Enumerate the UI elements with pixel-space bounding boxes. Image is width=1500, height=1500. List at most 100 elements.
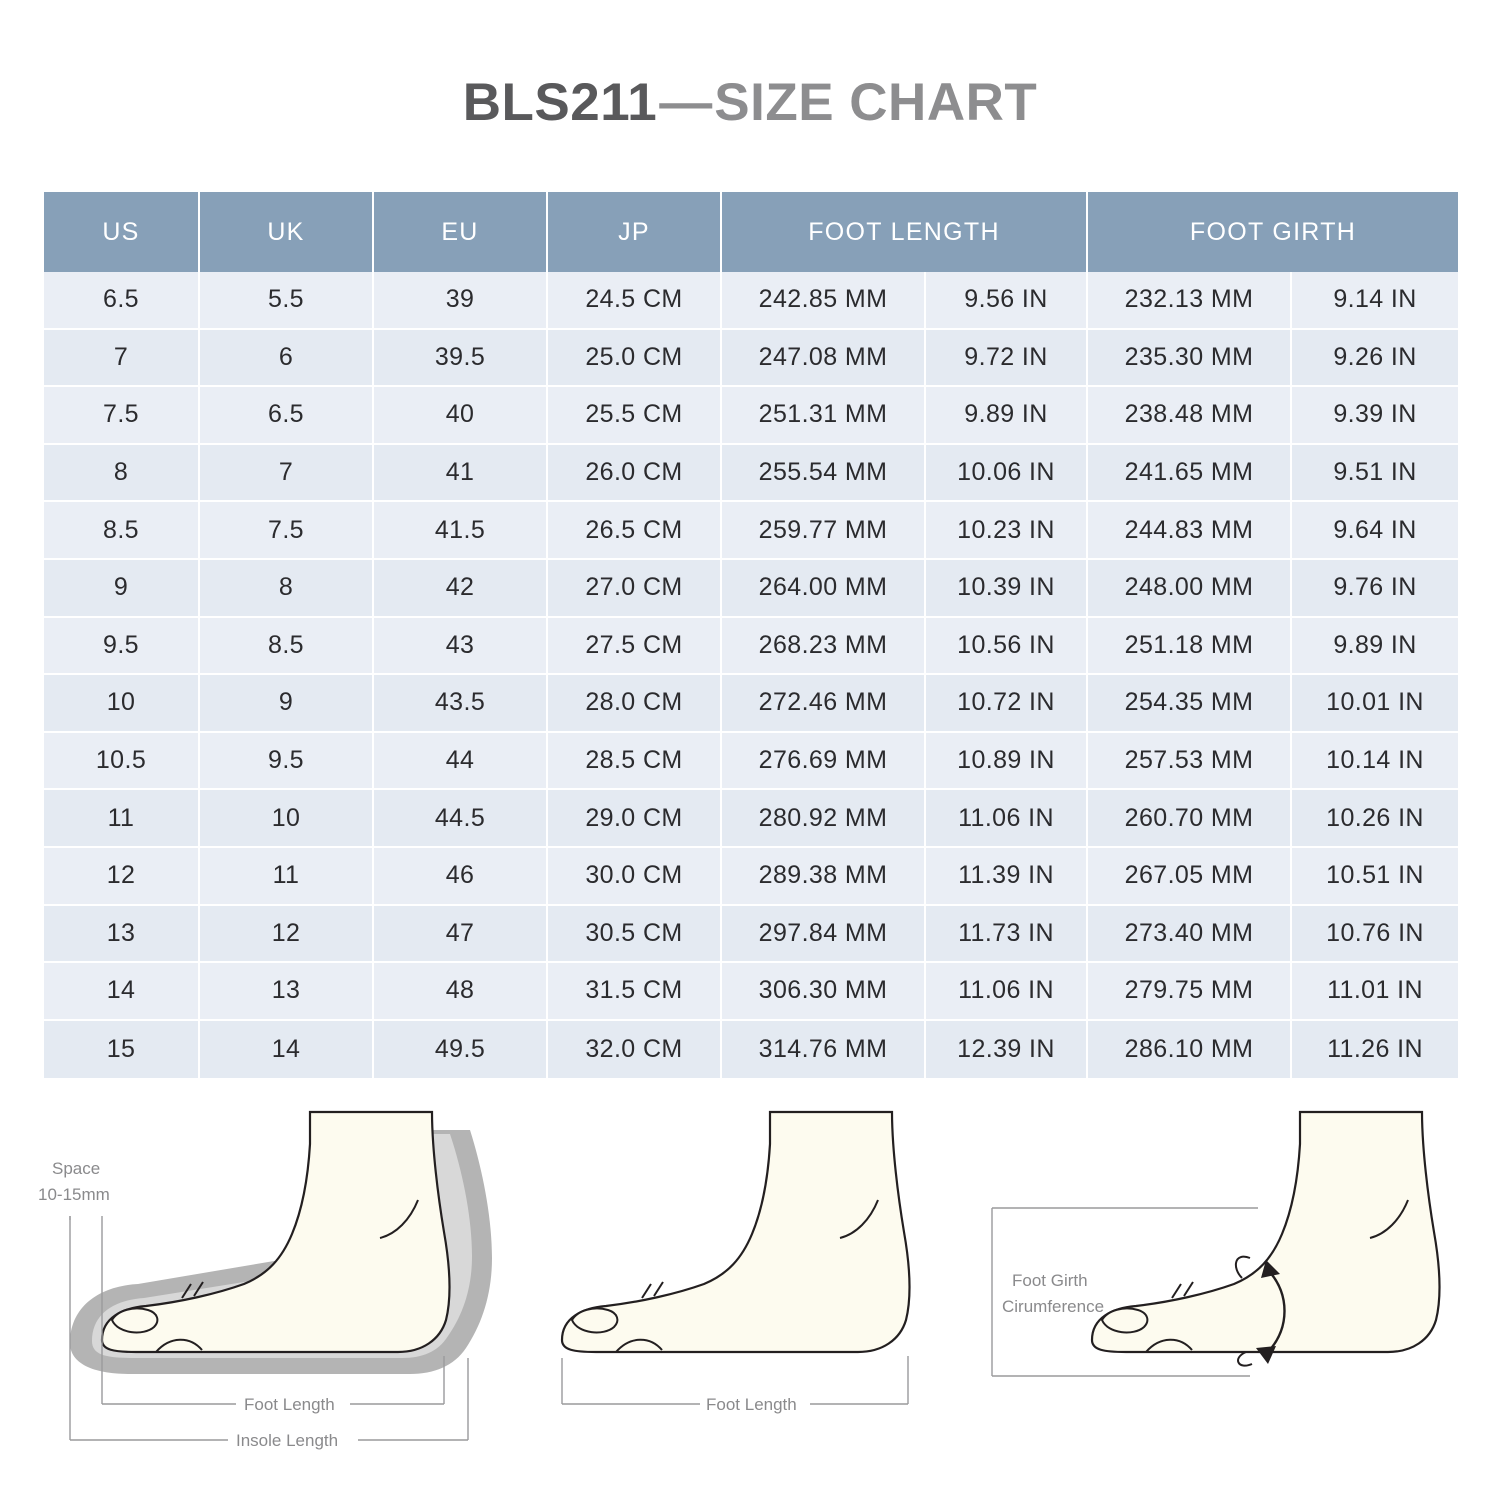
table-cell: 279.75 MM [1088, 963, 1293, 1021]
toe-crease-1 [181, 1283, 192, 1299]
table-cell: 41.5 [374, 502, 548, 560]
table-cell: 8.5 [44, 502, 200, 560]
girth-measure-loop [1234, 1255, 1286, 1367]
table-cell: 10.51 IN [1292, 847, 1459, 906]
diagram-foot-length: Foot Length [530, 1108, 980, 1500]
ankle-crease [839, 1199, 879, 1239]
toe-crease-1 [1171, 1283, 1182, 1299]
table-row: 9 8 42 27.0 CM 264.00 MM 10.39 IN 248.00 MM 9.7… [44, 559, 1459, 618]
table-cell: 26.0 CM [548, 444, 722, 503]
table-row: 15 14 49.5 32.0 CM 314.76 MM 12.39 IN 286.10 M… [44, 1020, 1459, 1079]
column-header-us: US [44, 192, 200, 272]
table-cell: 11.01 IN [1292, 963, 1459, 1021]
table-cell: 28.5 CM [548, 732, 722, 791]
table-cell: 248.00 MM [1088, 559, 1293, 618]
table-cell: 15 [44, 1020, 200, 1079]
diagram-foot-girth: Foot Girth Cirumference [950, 1108, 1480, 1500]
big-toe-nail [110, 1307, 159, 1334]
column-header-uk: UK [200, 192, 374, 272]
table-cell: 10.23 IN [926, 502, 1089, 560]
table-cell: 11.06 IN [926, 963, 1089, 1021]
table-cell: 10.39 IN [926, 559, 1089, 618]
table-cell: 10.14 IN [1292, 732, 1459, 791]
table-cell: 10.72 IN [926, 675, 1089, 733]
table-row: 6.5 5.5 39 24.5 CM 242.85 MM 9.56 IN 232.13 MM… [44, 272, 1459, 330]
table-cell: 10 [200, 790, 374, 848]
small-toes-curve [1145, 1338, 1193, 1353]
dimension-lines [69, 1216, 469, 1441]
table-cell: 314.76 MM [722, 1020, 926, 1079]
ankle-crease [379, 1199, 419, 1239]
label-insole-length: Insole Length [236, 1431, 338, 1450]
table-cell: 9.5 [200, 732, 374, 791]
size-table-wrapper: US UK EU JP FOOT LENGTH FOOT GIRTH 6.5 5.… [44, 192, 1459, 1079]
table-cell: 235.30 MM [1088, 329, 1293, 388]
table-row: 14 13 48 31.5 CM 306.30 MM 11.06 IN 279.75 MM 1… [44, 963, 1459, 1021]
table-row: 9.5 8.5 43 27.5 CM 268.23 MM 10.56 IN 251.18 M… [44, 617, 1459, 676]
small-toes-curve [155, 1338, 203, 1353]
table-cell: 10.5 [44, 732, 200, 791]
page-title-label: SIZE CHART [714, 73, 1038, 132]
table-cell: 25.0 CM [548, 329, 722, 388]
table-row: 12 11 46 30.0 CM 289.38 MM 11.39 IN 267.05 MM 1… [44, 847, 1459, 906]
table-cell: 41 [374, 444, 548, 503]
table-cell: 14 [200, 1020, 374, 1079]
table-cell: 251.31 MM [722, 387, 926, 445]
table-cell: 272.46 MM [722, 675, 926, 733]
table-cell: 24.5 CM [548, 272, 722, 330]
foot-silhouette [100, 1110, 451, 1354]
table-cell: 238.48 MM [1088, 387, 1293, 445]
table-cell: 30.0 CM [548, 847, 722, 906]
table-cell: 13 [200, 963, 374, 1021]
size-table-body: 6.5 5.5 39 24.5 CM 242.85 MM 9.56 IN 232.13 MM… [44, 272, 1459, 1079]
table-cell: 10 [44, 675, 200, 733]
table-row: 8.5 7.5 41.5 26.5 CM 259.77 MM 10.23 IN 244.83… [44, 502, 1459, 560]
label-foot-length: Foot Length [706, 1395, 797, 1414]
table-cell: 47 [374, 905, 548, 964]
table-cell: 10.76 IN [1292, 905, 1459, 964]
table-cell: 11 [44, 790, 200, 848]
table-cell: 9.64 IN [1292, 502, 1459, 560]
table-cell: 14 [44, 963, 200, 1021]
foot-illustration [100, 1110, 451, 1354]
table-cell: 280.92 MM [722, 790, 926, 848]
page-title: BLS211—SIZE CHART [0, 72, 1500, 133]
table-cell: 10.89 IN [926, 732, 1089, 791]
toe-crease-2 [653, 1281, 664, 1297]
table-cell: 268.23 MM [722, 617, 926, 676]
table-cell: 242.85 MM [722, 272, 926, 330]
table-cell: 12.39 IN [926, 1020, 1089, 1079]
page-title-model: BLS211 [462, 73, 658, 132]
table-cell: 255.54 MM [722, 444, 926, 503]
table-row: 11 10 44.5 29.0 CM 280.92 MM 11.06 IN 260.70 M… [44, 790, 1459, 848]
table-cell: 247.08 MM [722, 329, 926, 388]
column-header-jp: JP [548, 192, 722, 272]
table-cell: 254.35 MM [1088, 675, 1293, 733]
table-row: 10 9 43.5 28.0 CM 272.46 MM 10.72 IN 254.35 MM… [44, 675, 1459, 733]
table-cell: 32.0 CM [548, 1020, 722, 1079]
table-cell: 8.5 [200, 617, 374, 676]
table-cell: 6.5 [200, 387, 374, 445]
table-cell: 30.5 CM [548, 905, 722, 964]
table-cell: 9.5 [44, 617, 200, 676]
table-cell: 306.30 MM [722, 963, 926, 1021]
table-cell: 289.38 MM [722, 847, 926, 906]
table-cell: 25.5 CM [548, 387, 722, 445]
girth-loop-back-bottom [1237, 1351, 1253, 1367]
big-toe-nail [1100, 1307, 1149, 1334]
table-cell: 11.73 IN [926, 905, 1089, 964]
table-cell: 264.00 MM [722, 559, 926, 618]
size-table-head: US UK EU JP FOOT LENGTH FOOT GIRTH [44, 192, 1459, 272]
table-cell: 273.40 MM [1088, 905, 1293, 964]
foot-illustration [560, 1110, 911, 1354]
table-cell: 251.18 MM [1088, 617, 1293, 676]
foot-illustration [1090, 1110, 1441, 1354]
table-cell: 10.26 IN [1292, 790, 1459, 848]
table-row: 13 12 47 30.5 CM 297.84 MM 11.73 IN 273.40 MM 1… [44, 905, 1459, 964]
table-cell: 9.72 IN [926, 329, 1089, 388]
table-cell: 13 [44, 905, 200, 964]
table-cell: 7 [44, 329, 200, 388]
table-cell: 232.13 MM [1088, 272, 1293, 330]
table-row: 8 7 41 26.0 CM 255.54 MM 10.06 IN 241.65 MM 9.5… [44, 444, 1459, 503]
